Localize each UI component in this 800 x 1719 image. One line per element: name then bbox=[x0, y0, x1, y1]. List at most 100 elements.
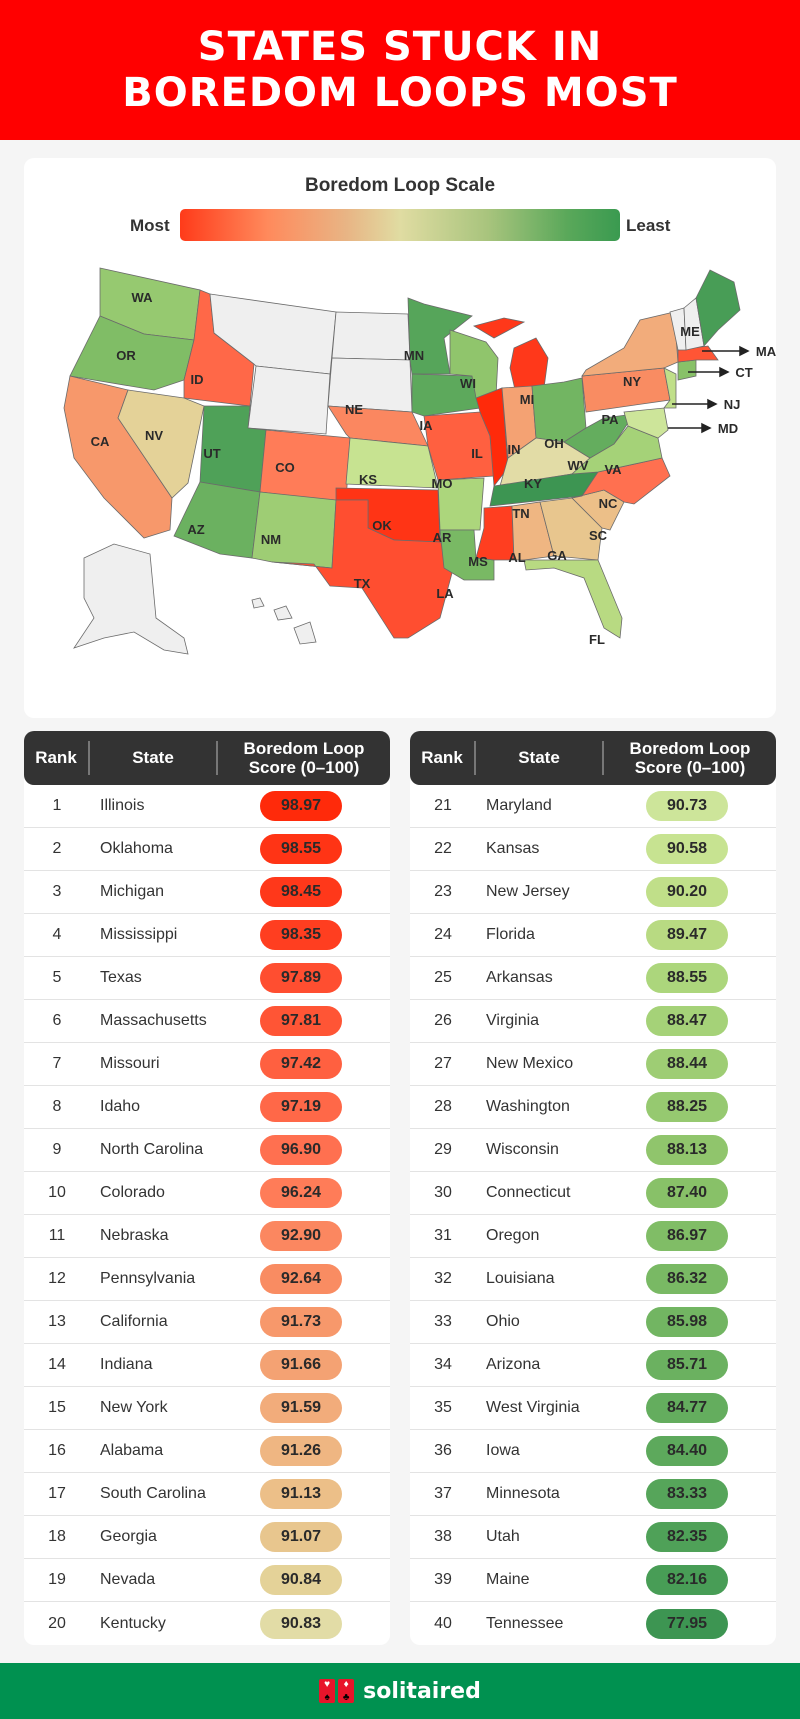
table-row: 35 West Virginia 84.77 bbox=[410, 1387, 776, 1430]
svg-text:MS: MS bbox=[468, 554, 488, 569]
svg-text:AR: AR bbox=[433, 530, 452, 545]
svg-text:ME: ME bbox=[680, 324, 700, 339]
rank-cell: 4 bbox=[52, 926, 62, 943]
state-nj bbox=[663, 367, 677, 409]
table-row: 8 Idaho 97.19 bbox=[24, 1086, 390, 1129]
score-badge: 87.40 bbox=[646, 1178, 728, 1208]
score-badge: 90.20 bbox=[646, 877, 728, 907]
score-badge: 91.07 bbox=[260, 1522, 342, 1552]
score-badge: 86.32 bbox=[646, 1264, 728, 1294]
svg-text:GA: GA bbox=[547, 548, 567, 563]
rank-cell: 15 bbox=[48, 1399, 66, 1416]
header-rank: Rank bbox=[410, 741, 476, 775]
rank-cell: 34 bbox=[434, 1356, 452, 1373]
state-cell: Tennessee bbox=[486, 1614, 564, 1632]
table-row: 28 Washington 88.25 bbox=[410, 1086, 776, 1129]
footer-brand-bar: ♥ ♠ ♦ ♣ solitaired bbox=[0, 1663, 800, 1719]
score-badge: 97.89 bbox=[260, 963, 342, 993]
score-badge: 85.71 bbox=[646, 1350, 728, 1380]
state-cell: Kansas bbox=[486, 840, 540, 857]
rank-cell: 38 bbox=[434, 1528, 452, 1545]
rank-cell: 20 bbox=[48, 1614, 66, 1632]
svg-text:OR: OR bbox=[116, 348, 136, 363]
svg-text:MO: MO bbox=[432, 476, 453, 491]
table-row: 38 Utah 82.35 bbox=[410, 1516, 776, 1559]
score-cell: 98.55 bbox=[260, 834, 390, 864]
score-badge: 91.73 bbox=[260, 1307, 342, 1337]
state-cell: Maryland bbox=[486, 797, 552, 814]
svg-text:LA: LA bbox=[436, 586, 454, 601]
state-nd bbox=[331, 311, 411, 361]
score-badge: 91.66 bbox=[260, 1350, 342, 1380]
state-cell: Mississippi bbox=[100, 926, 178, 943]
rank-cell: 24 bbox=[434, 926, 452, 943]
table-row: 6 Massachusetts 97.81 bbox=[24, 1000, 390, 1043]
state-cell: Louisiana bbox=[486, 1270, 555, 1287]
score-cell: 98.35 bbox=[260, 920, 390, 950]
table-row: 26 Virginia 88.47 bbox=[410, 1000, 776, 1043]
state-wy bbox=[247, 365, 331, 435]
score-badge: 84.40 bbox=[646, 1436, 728, 1466]
header-rank: Rank bbox=[24, 741, 90, 775]
rank-cell: 3 bbox=[52, 883, 62, 900]
state-cell: Maine bbox=[486, 1571, 530, 1588]
score-cell: 96.24 bbox=[260, 1178, 390, 1208]
rank-cell: 22 bbox=[434, 840, 452, 857]
score-cell: 90.73 bbox=[646, 791, 776, 821]
state-ia bbox=[411, 373, 481, 417]
score-badge: 91.59 bbox=[260, 1393, 342, 1423]
score-cell: 90.83 bbox=[260, 1608, 390, 1639]
table-row: 10 Colorado 96.24 bbox=[24, 1172, 390, 1215]
score-badge: 82.16 bbox=[646, 1565, 728, 1595]
score-cell: 88.25 bbox=[646, 1092, 776, 1122]
legend-title: Boredom Loop Scale bbox=[304, 175, 496, 196]
table-row: 24 Florida 89.47 bbox=[410, 914, 776, 957]
score-badge: 85.98 bbox=[646, 1307, 728, 1337]
rank-cell: 18 bbox=[48, 1528, 66, 1545]
score-cell: 84.77 bbox=[646, 1393, 776, 1423]
svg-text:WA: WA bbox=[132, 290, 154, 305]
table-body: 21 Maryland 90.73 22 Kansas 90.58 23 New Jersey… bbox=[410, 785, 776, 1645]
table-row: 39 Maine 82.16 bbox=[410, 1559, 776, 1602]
state-cell: South Carolina bbox=[100, 1485, 206, 1502]
score-cell: 89.47 bbox=[646, 920, 776, 950]
svg-text:CO: CO bbox=[275, 460, 295, 475]
state-cell: Illinois bbox=[100, 797, 145, 814]
score-cell: 91.26 bbox=[260, 1436, 390, 1466]
state-mn bbox=[407, 297, 473, 375]
table-row: 11 Nebraska 92.90 bbox=[24, 1215, 390, 1258]
svg-text:IN: IN bbox=[508, 442, 521, 457]
rank-cell: 2 bbox=[52, 840, 62, 857]
table-header: Rank State Boredom Loop Score (0–100) bbox=[24, 731, 390, 785]
table-row: 34 Arizona 85.71 bbox=[410, 1344, 776, 1387]
rank-cell: 5 bbox=[52, 969, 62, 986]
table-header: Rank State Boredom Loop Score (0–100) bbox=[410, 731, 776, 785]
rank-cell: 32 bbox=[434, 1270, 452, 1287]
state-cell: New York bbox=[100, 1399, 168, 1416]
state-cell: Ohio bbox=[486, 1313, 520, 1330]
score-badge: 86.97 bbox=[646, 1221, 728, 1251]
state-ak bbox=[73, 543, 189, 655]
rank-cell: 10 bbox=[48, 1184, 66, 1201]
state-cell: Alabama bbox=[100, 1442, 164, 1459]
table-row: 23 New Jersey 90.20 bbox=[410, 871, 776, 914]
state-nv bbox=[117, 389, 205, 499]
state-cell: Washington bbox=[486, 1098, 570, 1115]
state-cell: Utah bbox=[486, 1528, 520, 1545]
score-cell: 88.55 bbox=[646, 963, 776, 993]
state-mo bbox=[423, 411, 495, 481]
rank-cell: 37 bbox=[434, 1485, 452, 1502]
table-row: 22 Kansas 90.58 bbox=[410, 828, 776, 871]
svg-text:TX: TX bbox=[354, 576, 371, 591]
score-cell: 97.19 bbox=[260, 1092, 390, 1122]
score-cell: 84.40 bbox=[646, 1436, 776, 1466]
table-row: 20 Kentucky 90.83 bbox=[24, 1602, 390, 1645]
score-badge: 83.33 bbox=[646, 1479, 728, 1509]
state-cell: Texas bbox=[100, 969, 142, 986]
score-badge: 98.45 bbox=[260, 877, 342, 907]
state-cell: Arkansas bbox=[486, 969, 553, 986]
state-cell: Connecticut bbox=[486, 1184, 571, 1201]
score-badge: 97.19 bbox=[260, 1092, 342, 1122]
table-row: 16 Alabama 91.26 bbox=[24, 1430, 390, 1473]
rank-cell: 17 bbox=[48, 1485, 66, 1502]
